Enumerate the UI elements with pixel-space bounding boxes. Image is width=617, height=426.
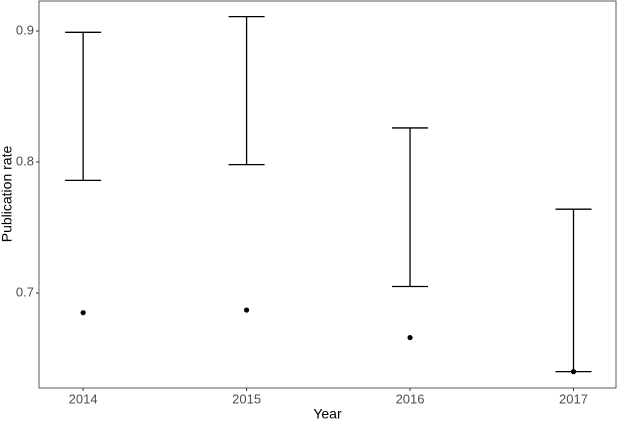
- point: [407, 334, 413, 341]
- x-axis-title: Year: [313, 406, 342, 422]
- y-axis-title: Publication rate: [0, 146, 15, 243]
- x-tick-label: 2017: [559, 391, 588, 406]
- y-tick-label: 0.9: [16, 22, 34, 37]
- x-tick-label: 2014: [69, 391, 98, 406]
- x-tick-label: 2015: [232, 391, 261, 406]
- x-tick-label: 2016: [396, 391, 425, 406]
- panel: [38, 0, 617, 389]
- error-bar: [65, 31, 102, 182]
- error-bar: [392, 127, 429, 288]
- point: [80, 310, 86, 316]
- point: [570, 369, 577, 375]
- error-bar: [228, 15, 265, 166]
- point: [243, 307, 250, 313]
- y-tick-label: 0.7: [16, 284, 34, 299]
- y-tick-label: 0.8: [16, 153, 34, 168]
